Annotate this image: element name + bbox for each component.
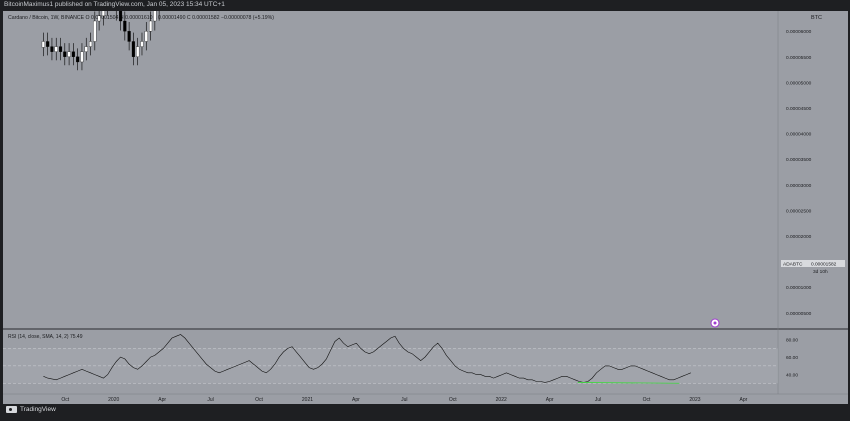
tradingview-logo: TradingView (6, 406, 56, 413)
candle-body (118, 11, 123, 22)
time-tick-label: Oct (255, 397, 263, 403)
candle-body (101, 11, 105, 17)
price-tick-label: 0.00001000 (786, 285, 812, 291)
price-tick-label: 0.00004000 (786, 132, 812, 138)
rsi-tick-label: 80.00 (786, 338, 798, 344)
time-tick-label: Oct (643, 397, 651, 403)
price-pane-bg (3, 11, 778, 329)
candle-body (67, 51, 71, 57)
time-axis-ticks: Oct 2020 Apr Jul Oct 2021 Apr Jul Oct 2022 Apr Jul O… (61, 397, 747, 403)
candle-body (54, 46, 58, 52)
time-tick-label: Jul (595, 397, 601, 403)
price-tick-label: 0.00003000 (786, 183, 812, 189)
rsi-pane: 80.00 60.00 40.00 (3, 334, 798, 384)
price-tick-label: 0.00005000 (786, 80, 812, 86)
candle-body (41, 41, 45, 48)
time-tick-label: Oct (61, 397, 69, 403)
candle-body (80, 51, 84, 63)
price-tick-label: 0.00000500 (786, 311, 812, 317)
price-tick-label: 0.00003500 (786, 157, 812, 163)
main-chart[interactable]: Cardano / Bitcoin, 1W, BINANCE O 0.00001… (3, 11, 848, 404)
time-tick-label: Jul (207, 397, 213, 403)
price-tick-label: 0.00002500 (786, 208, 812, 214)
currency-label: BTC (811, 15, 822, 21)
publisher-bar: BitcoinMaximus1 published on TradingView… (0, 0, 850, 11)
candlestick-series (41, 11, 160, 71)
price-badge-countdown: 3d 10h (813, 269, 828, 275)
candle-body (88, 41, 93, 47)
chart-legend: Cardano / Bitcoin, 1W, BINANCE O 0.00001… (8, 15, 274, 21)
candle-body (127, 31, 131, 42)
time-tick-label: Apr (352, 397, 360, 403)
event-marker[interactable] (710, 318, 720, 328)
price-axis-bg (778, 11, 848, 394)
event-marker-dot (713, 321, 717, 325)
rsi-green-line[interactable] (577, 382, 680, 384)
time-tick-label: 2021 (302, 397, 313, 403)
time-tick-label: Jul (401, 397, 407, 403)
candle-body (123, 20, 127, 32)
candle-body (71, 51, 75, 57)
time-tick-label: Apr (740, 397, 748, 403)
candle-body (136, 46, 140, 57)
candle-body (149, 20, 153, 32)
price-badge-value: 0.00001582 (811, 262, 837, 268)
footer-bar (0, 404, 850, 421)
price-axis-ticks: 0.00006000 0.00005500 0.00005000 0.00004500… (786, 29, 812, 317)
candle-body (58, 46, 63, 52)
price-tick-label: 0.00004500 (786, 106, 812, 112)
candle-body (140, 41, 144, 47)
rsi-legend: RSI (14, close, SMA, 14, 2) 75.49 (8, 334, 83, 340)
publisher-line: BitcoinMaximus1 published on TradingView… (4, 1, 225, 8)
candle-body (144, 31, 148, 42)
candle-body (76, 56, 80, 63)
rsi-tick-label: 40.00 (786, 373, 798, 379)
candle-body (131, 41, 135, 57)
candle-body (93, 20, 97, 42)
candle-body (50, 46, 54, 52)
candle-body (153, 11, 157, 22)
time-tick-label: Oct (449, 397, 457, 403)
time-axis-bg (3, 394, 848, 404)
price-badge: ADABTC 0.00001582 3d 10h (781, 260, 845, 275)
price-tick-label: 0.00005500 (786, 55, 812, 61)
time-tick-label: 2022 (496, 397, 507, 403)
price-badge-symbol-bg (781, 260, 809, 267)
candle-body (97, 15, 101, 22)
time-tick-label: Apr (546, 397, 554, 403)
price-tick-label: 0.00006000 (786, 29, 812, 35)
candle-body (84, 46, 88, 52)
price-badge-symbol: ADABTC (783, 262, 803, 268)
candle-body (46, 41, 50, 47)
price-badge-value-bg (809, 260, 845, 267)
tradingview-logo-icon (6, 406, 17, 413)
tradingview-logo-text: TradingView (20, 406, 56, 413)
candle-body (63, 51, 67, 57)
price-tick-label: 0.00002000 (786, 234, 812, 240)
rsi-tick-label: 60.00 (786, 355, 798, 361)
time-tick-label: 2020 (108, 397, 119, 403)
time-tick-label: Apr (158, 397, 166, 403)
time-tick-label: 2023 (689, 397, 700, 403)
